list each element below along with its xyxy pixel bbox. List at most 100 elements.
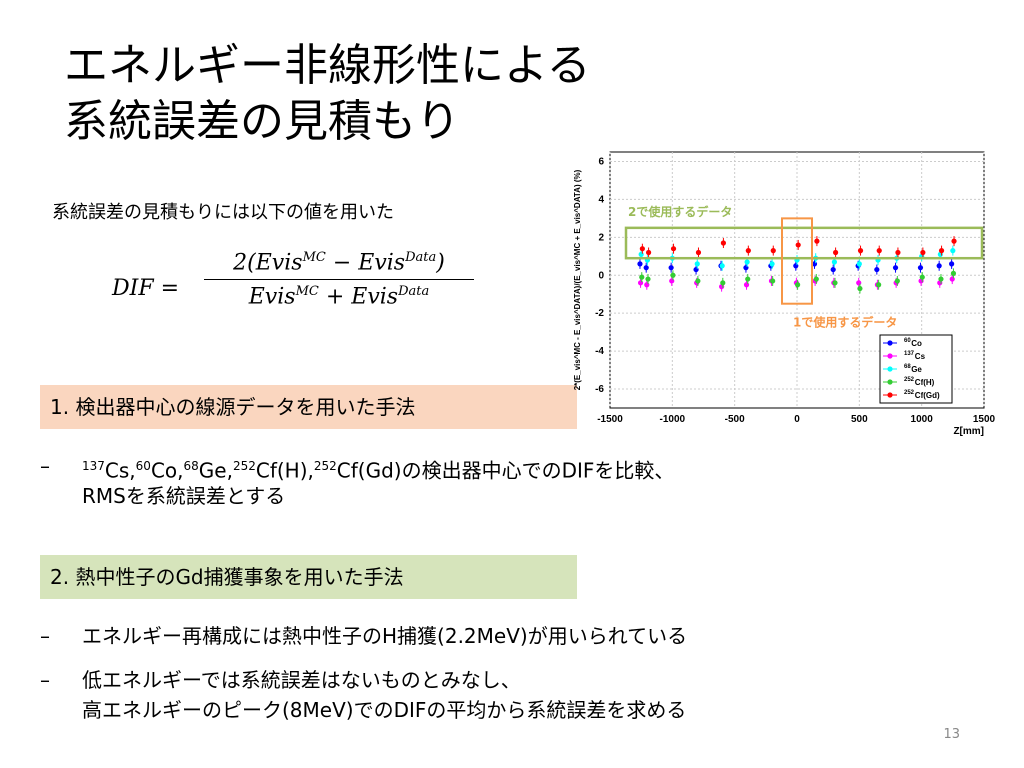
data-point-252Cf(Gd)	[639, 246, 645, 252]
data-point-252Cf(Gd)	[833, 249, 839, 256]
x-tick-label: 0	[794, 414, 800, 425]
data-point-68Ge	[638, 251, 644, 257]
data-point-252Cf(H)	[950, 270, 957, 276]
legend-label-68Ge: Ge	[911, 365, 922, 374]
data-point-252Cf(H)	[645, 276, 651, 282]
data-point-252Cf(Gd)	[670, 246, 677, 252]
x-tick-label: 1500	[973, 414, 996, 425]
x-tick-label: -500	[725, 414, 745, 425]
data-point-252Cf(Gd)	[951, 238, 957, 244]
data-point-252Cf(H)	[770, 278, 776, 284]
orange-highlight-box	[781, 217, 813, 305]
data-point-60Co	[793, 263, 799, 269]
data-point-60Co	[949, 261, 955, 267]
data-point-68Ge	[831, 259, 837, 265]
y-tick-label: 6	[598, 156, 604, 167]
data-point-137Cs	[637, 280, 644, 286]
y-tick-label: 2	[598, 232, 604, 243]
legend-label-60Co: Co	[911, 339, 922, 348]
legend-sup-60Co: 60	[904, 338, 911, 344]
legend-sup-68Ge: 68	[904, 364, 911, 370]
data-point-60Co	[917, 265, 924, 271]
y-tick-label: 4	[598, 194, 604, 205]
green-highlight-box	[624, 226, 984, 260]
formula-fraction: 2(EvisMC − EvisData) EvisMC + EvisData	[204, 250, 474, 310]
legend-label-252Cf(H): Cf(H)	[915, 378, 935, 387]
slide-title: エネルギー非線形性による 系統誤差の見積もり	[64, 38, 591, 150]
data-point-252Cf(H)	[670, 272, 676, 278]
intro-text: 系統誤差の見積もりには以下の値を用いた	[52, 202, 394, 223]
y-tick-label: -4	[595, 346, 604, 357]
data-point-252Cf(Gd)	[770, 248, 776, 254]
data-point-60Co	[637, 261, 643, 267]
data-point-137Cs	[644, 282, 650, 288]
data-point-252Cf(Gd)	[938, 248, 945, 254]
legend-sup-137Cs: 137	[904, 351, 915, 357]
method-1-bullet-line-2: RMSを系統誤差とする	[82, 484, 286, 508]
orange-box-label: 1で使用するデータ	[793, 314, 897, 329]
data-point-60Co	[693, 266, 699, 273]
y-tick-label: -2	[595, 308, 604, 319]
method-2-heading: 2. 熱中性子のGd捕獲事象を用いた手法	[40, 555, 577, 599]
title-line-1: エネルギー非線形性による	[64, 40, 591, 91]
data-point-252Cf(Gd)	[814, 238, 820, 244]
y-tick-label: 0	[598, 270, 604, 281]
data-point-60Co	[668, 265, 674, 271]
data-point-252Cf(H)	[894, 278, 900, 284]
data-point-252Cf(Gd)	[646, 249, 652, 256]
data-point-137Cs	[743, 282, 750, 288]
data-point-252Cf(H)	[695, 278, 701, 284]
data-point-252Cf(Gd)	[876, 248, 882, 254]
data-point-60Co	[743, 265, 749, 271]
data-point-68Ge	[694, 261, 700, 267]
data-point-60Co	[643, 265, 649, 271]
legend-sup-252Cf(Gd): 252	[904, 390, 915, 396]
dif-vs-z-chart: -1500 -1000 -500 0 500 1000 1500 -6 -4 -2 0 2 4 6 Z[mm…	[573, 151, 996, 437]
legend-label-252Cf(Gd): Cf(Gd)	[915, 391, 940, 400]
legend-sup-252Cf(H): 252	[904, 377, 915, 383]
data-point-252Cf(H)	[720, 280, 726, 286]
data-point-68Ge	[744, 259, 750, 265]
green-box-label: 2で使用するデータ	[628, 204, 732, 219]
data-point-60Co	[892, 265, 899, 271]
formula-numerator: 2(EvisMC − EvisData)	[204, 250, 474, 281]
data-point-252Cf(Gd)	[745, 248, 751, 254]
data-point-137Cs	[669, 278, 675, 284]
data-point-252Cf(Gd)	[720, 240, 726, 246]
data-point-137Cs	[856, 280, 862, 286]
x-axis-label: Z[mm]	[953, 426, 984, 437]
y-tick-label: -6	[595, 384, 604, 395]
data-point-252Cf(H)	[919, 274, 925, 280]
data-point-252Cf(Gd)	[895, 249, 901, 256]
data-point-68Ge	[950, 248, 956, 254]
data-point-252Cf(H)	[745, 276, 751, 282]
data-point-137Cs	[949, 276, 955, 282]
data-point-252Cf(H)	[832, 280, 838, 286]
data-point-60Co	[936, 263, 942, 269]
data-point-252Cf(H)	[813, 276, 819, 282]
data-point-60Co	[874, 266, 880, 273]
data-point-60Co	[830, 266, 836, 273]
title-line-2: 系統誤差の見積もり	[64, 96, 460, 147]
x-tick-label: 1000	[911, 414, 934, 425]
data-point-252Cf(H)	[876, 282, 882, 288]
data-point-252Cf(Gd)	[857, 248, 864, 254]
y-axis-label: 2*(E_vis^MC - E_vis^DATA)/(E_vis^MC + E_…	[573, 169, 582, 390]
formula-denominator: EvisMC + EvisData	[248, 284, 430, 310]
data-point-252Cf(H)	[938, 276, 944, 282]
data-point-252Cf(Gd)	[695, 249, 702, 256]
x-tick-label: 500	[851, 414, 868, 425]
x-tick-label: -1500	[597, 414, 623, 425]
x-tick-label: -1000	[660, 414, 686, 425]
page-number: 13	[943, 727, 960, 742]
formula-lhs: DIF =	[112, 276, 180, 301]
data-point-68Ge	[769, 261, 775, 267]
legend-label-137Cs: Cs	[915, 352, 926, 361]
method-1-heading: 1. 検出器中心の線源データを用いた手法	[40, 385, 577, 429]
data-point-252Cf(H)	[639, 274, 645, 280]
data-point-252Cf(Gd)	[795, 242, 801, 248]
data-point-68Ge	[856, 261, 862, 267]
data-point-252Cf(H)	[857, 285, 863, 292]
data-point-252Cf(H)	[795, 282, 801, 288]
data-point-252Cf(Gd)	[920, 249, 926, 256]
